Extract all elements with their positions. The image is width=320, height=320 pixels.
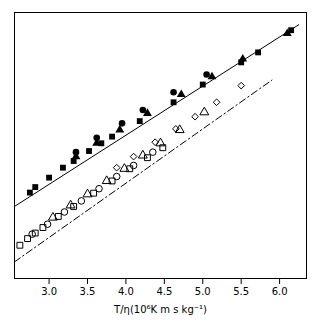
svg-text:6.0: 6.0 bbox=[272, 286, 288, 297]
svg-text:3.0: 3.0 bbox=[41, 286, 57, 297]
svg-text:3.5: 3.5 bbox=[80, 286, 96, 297]
svg-text:5.0: 5.0 bbox=[195, 286, 211, 297]
svg-text:5.5: 5.5 bbox=[233, 286, 249, 297]
svg-text:T/η(10⁶K m s kg⁻¹): T/η(10⁶K m s kg⁻¹) bbox=[113, 304, 207, 315]
svg-text:4.5: 4.5 bbox=[156, 286, 172, 297]
svg-text:4.0: 4.0 bbox=[118, 286, 134, 297]
